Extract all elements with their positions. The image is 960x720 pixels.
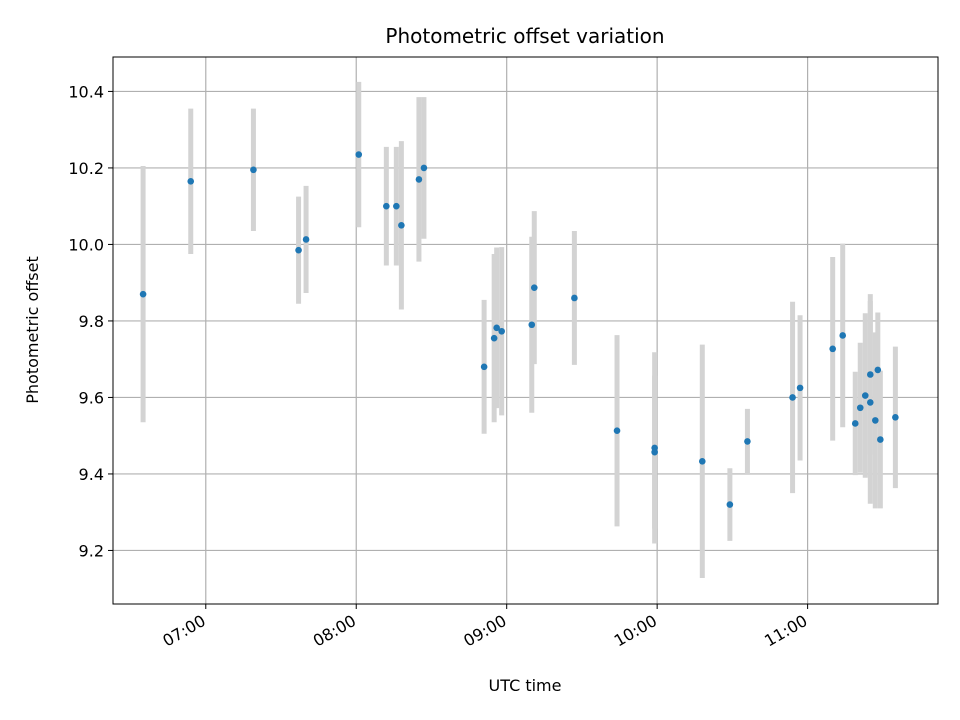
data-point bbox=[420, 164, 428, 172]
data-point bbox=[528, 321, 536, 329]
data-point bbox=[861, 392, 869, 399]
data-point bbox=[698, 458, 706, 465]
data-point bbox=[856, 404, 864, 412]
data-point bbox=[744, 438, 751, 445]
data-point bbox=[796, 384, 804, 392]
data-point bbox=[530, 284, 538, 291]
data-point bbox=[498, 327, 505, 335]
data-point bbox=[493, 324, 500, 332]
x-axis-label: UTC time bbox=[489, 676, 562, 695]
data-point bbox=[839, 332, 847, 339]
grid-lines bbox=[113, 57, 938, 604]
data-point bbox=[571, 294, 578, 302]
data-point bbox=[872, 417, 879, 424]
data-point bbox=[829, 345, 836, 353]
data-point bbox=[874, 366, 882, 374]
data-point bbox=[789, 394, 796, 401]
data-point bbox=[651, 444, 658, 452]
data-point bbox=[877, 436, 884, 443]
data-point bbox=[393, 202, 400, 210]
data-point bbox=[295, 246, 302, 254]
y-tick-label: 10.4 bbox=[68, 82, 104, 101]
y-tick-label: 10.0 bbox=[68, 235, 104, 254]
y-tick-label: 9.8 bbox=[79, 312, 104, 331]
data-point bbox=[866, 399, 874, 406]
data-point bbox=[415, 176, 423, 183]
data-point bbox=[302, 236, 310, 243]
data-point bbox=[490, 334, 498, 342]
plot-frame bbox=[112, 56, 939, 605]
data-points bbox=[139, 151, 899, 508]
y-tick-label: 9.2 bbox=[79, 541, 104, 560]
data-point bbox=[383, 202, 390, 210]
data-point bbox=[866, 371, 874, 378]
data-point bbox=[480, 363, 488, 371]
y-tick-label: 10.2 bbox=[68, 159, 104, 178]
data-point bbox=[139, 290, 147, 298]
data-point bbox=[892, 414, 899, 421]
y-axis-label: Photometric offset bbox=[23, 256, 42, 404]
y-tick-label: 9.6 bbox=[79, 388, 104, 407]
data-point bbox=[851, 420, 859, 427]
data-point bbox=[398, 222, 405, 229]
data-point bbox=[726, 501, 734, 508]
chart-title: Photometric offset variation bbox=[385, 24, 664, 48]
data-point bbox=[355, 151, 363, 158]
y-tick-label: 9.4 bbox=[79, 465, 104, 484]
y-axis-ticks: 9.2 9.4 9.6 9.8 10.0 10.2 10.4 bbox=[68, 82, 113, 560]
data-point bbox=[187, 178, 195, 185]
data-point bbox=[250, 166, 257, 174]
data-point bbox=[613, 427, 621, 435]
